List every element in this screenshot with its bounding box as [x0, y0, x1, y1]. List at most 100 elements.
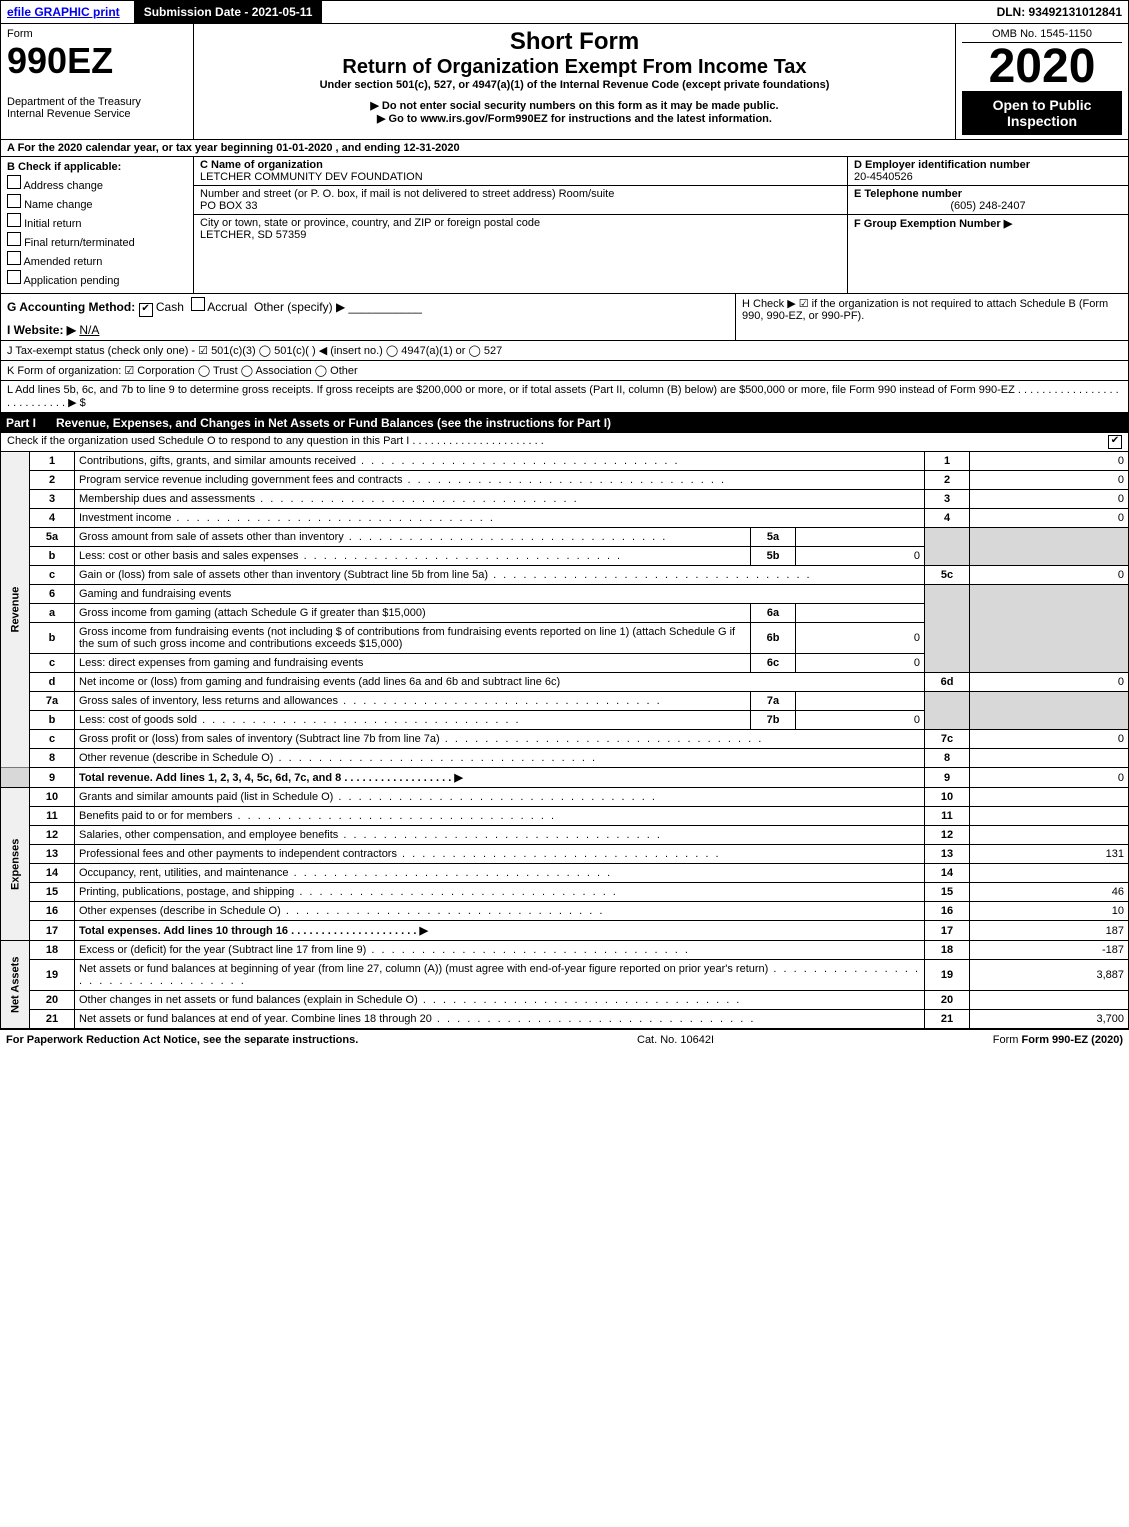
shade-5 — [925, 528, 970, 566]
section-k: K Form of organization: ☑ Corporation ◯ … — [0, 361, 1129, 381]
line-16-desc: Other expenses (describe in Schedule O) — [79, 905, 281, 917]
line-14-desc: Occupancy, rent, utilities, and maintena… — [79, 867, 289, 879]
side-net-assets: Net Assets — [1, 941, 30, 1029]
addr-label: Number and street (or P. O. box, if mail… — [200, 188, 841, 200]
line-7c-rnum: 7c — [925, 730, 970, 749]
line-5b-subval: 0 — [796, 547, 925, 566]
part1-title: Revenue, Expenses, and Changes in Net As… — [56, 416, 611, 430]
line-13-rnum: 13 — [925, 845, 970, 864]
cb-cash[interactable] — [139, 303, 153, 317]
phone-value: (605) 248-2407 — [854, 200, 1122, 212]
line-1-num: 1 — [30, 452, 75, 471]
line-10-rnum: 10 — [925, 788, 970, 807]
line-6c-desc: Less: direct expenses from gaming and fu… — [75, 654, 751, 673]
catalog-number: Cat. No. 10642I — [637, 1034, 714, 1046]
efile-print-link[interactable]: efile GRAPHIC print — [1, 3, 126, 21]
open-to-public-badge: Open to Public Inspection — [962, 91, 1122, 135]
line-2-num: 2 — [30, 471, 75, 490]
line-13-desc: Professional fees and other payments to … — [79, 848, 397, 860]
line-4-num: 4 — [30, 509, 75, 528]
section-j: J Tax-exempt status (check only one) - ☑… — [0, 341, 1129, 361]
cb-application-pending[interactable] — [7, 270, 21, 284]
line-5a-subbox: 5a — [751, 528, 796, 547]
line-6-desc: Gaming and fundraising events — [75, 585, 925, 604]
shade-5v — [970, 528, 1129, 566]
line-2-rnum: 2 — [925, 471, 970, 490]
line-21-value: 3,700 — [970, 1010, 1129, 1029]
line-17-value: 187 — [970, 921, 1129, 941]
line-11-desc: Benefits paid to or for members — [79, 810, 232, 822]
line-18-rnum: 18 — [925, 941, 970, 960]
line-11-num: 11 — [30, 807, 75, 826]
cb-name-change[interactable] — [7, 194, 21, 208]
form-header: Form 990EZ Department of the Treasury In… — [0, 24, 1129, 140]
line-21-rnum: 21 — [925, 1010, 970, 1029]
line-3-num: 3 — [30, 490, 75, 509]
tax-year: 2020 — [962, 43, 1122, 91]
form-id-footer-bold: Form 990-EZ (2020) — [1022, 1034, 1123, 1046]
submission-date-badge: Submission Date - 2021-05-11 — [134, 1, 323, 23]
short-form-title: Short Form — [200, 28, 949, 56]
g-accrual-label: Accrual — [207, 300, 247, 314]
line-7b-subbox: 7b — [751, 711, 796, 730]
line-18-value: -187 — [970, 941, 1129, 960]
line-19-value: 3,887 — [970, 960, 1129, 991]
line-15-value: 46 — [970, 883, 1129, 902]
dept-label: Department of the Treasury — [7, 96, 187, 108]
cb-accrual[interactable] — [191, 297, 205, 311]
cb-address-change[interactable] — [7, 175, 21, 189]
cb-initial-return[interactable] — [7, 213, 21, 227]
line-1-value: 0 — [970, 452, 1129, 471]
d-label: D Employer identification number — [854, 159, 1122, 171]
line-17-rnum: 17 — [925, 921, 970, 941]
line-20-rnum: 20 — [925, 991, 970, 1010]
goto-link[interactable]: ▶ Go to www.irs.gov/Form990EZ for instru… — [200, 112, 949, 125]
line-5c-rnum: 5c — [925, 566, 970, 585]
line-5c-value: 0 — [970, 566, 1129, 585]
shade-6v — [970, 585, 1129, 673]
line-10-desc: Grants and similar amounts paid (list in… — [79, 791, 333, 803]
org-name: LETCHER COMMUNITY DEV FOUNDATION — [200, 171, 841, 183]
page-footer: For Paperwork Reduction Act Notice, see … — [0, 1029, 1129, 1050]
pra-notice: For Paperwork Reduction Act Notice, see … — [6, 1034, 358, 1046]
form-id-footer: Form Form 990-EZ (2020) — [993, 1034, 1123, 1046]
line-16-value: 10 — [970, 902, 1129, 921]
line-6c-subval: 0 — [796, 654, 925, 673]
line-21-desc: Net assets or fund balances at end of ye… — [79, 1013, 432, 1025]
line-15-desc: Printing, publications, postage, and shi… — [79, 886, 294, 898]
line-2-value: 0 — [970, 471, 1129, 490]
line-6b-subbox: 6b — [751, 623, 796, 654]
return-title: Return of Organization Exempt From Incom… — [200, 56, 949, 79]
section-h: H Check ▶ ☑ if the organization is not r… — [735, 294, 1128, 340]
line-7c-num: c — [30, 730, 75, 749]
line-20-num: 20 — [30, 991, 75, 1010]
city-value: LETCHER, SD 57359 — [200, 229, 841, 241]
line-9-num: 9 — [30, 768, 75, 788]
part1-header: Part I Revenue, Expenses, and Changes in… — [0, 413, 1129, 433]
line-6c-num: c — [30, 654, 75, 673]
line-17-num: 17 — [30, 921, 75, 941]
irs-label: Internal Revenue Service — [7, 108, 187, 120]
cb-amended-return[interactable] — [7, 251, 21, 265]
line-13-num: 13 — [30, 845, 75, 864]
line-8-rnum: 8 — [925, 749, 970, 768]
section-c: C Name of organization LETCHER COMMUNITY… — [194, 157, 847, 293]
line-6a-subval — [796, 604, 925, 623]
part1-schedule-o-checkbox[interactable] — [1108, 435, 1122, 449]
cb-final-return[interactable] — [7, 232, 21, 246]
e-label: E Telephone number — [854, 188, 1122, 200]
cb-name-change-label: Name change — [24, 199, 93, 211]
form-word: Form — [7, 28, 187, 40]
line-7c-value: 0 — [970, 730, 1129, 749]
cb-final-label: Final return/terminated — [24, 237, 135, 249]
line-7b-desc: Less: cost of goods sold — [79, 714, 197, 726]
line-6d-num: d — [30, 673, 75, 692]
line-12-value — [970, 826, 1129, 845]
line-9-rnum: 9 — [925, 768, 970, 788]
period-line-a: A For the 2020 calendar year, or tax yea… — [0, 140, 1129, 157]
website-value: N/A — [79, 323, 99, 337]
line-18-desc: Excess or (deficit) for the year (Subtra… — [79, 944, 366, 956]
line-7a-desc: Gross sales of inventory, less returns a… — [79, 695, 338, 707]
line-15-rnum: 15 — [925, 883, 970, 902]
line-10-value — [970, 788, 1129, 807]
